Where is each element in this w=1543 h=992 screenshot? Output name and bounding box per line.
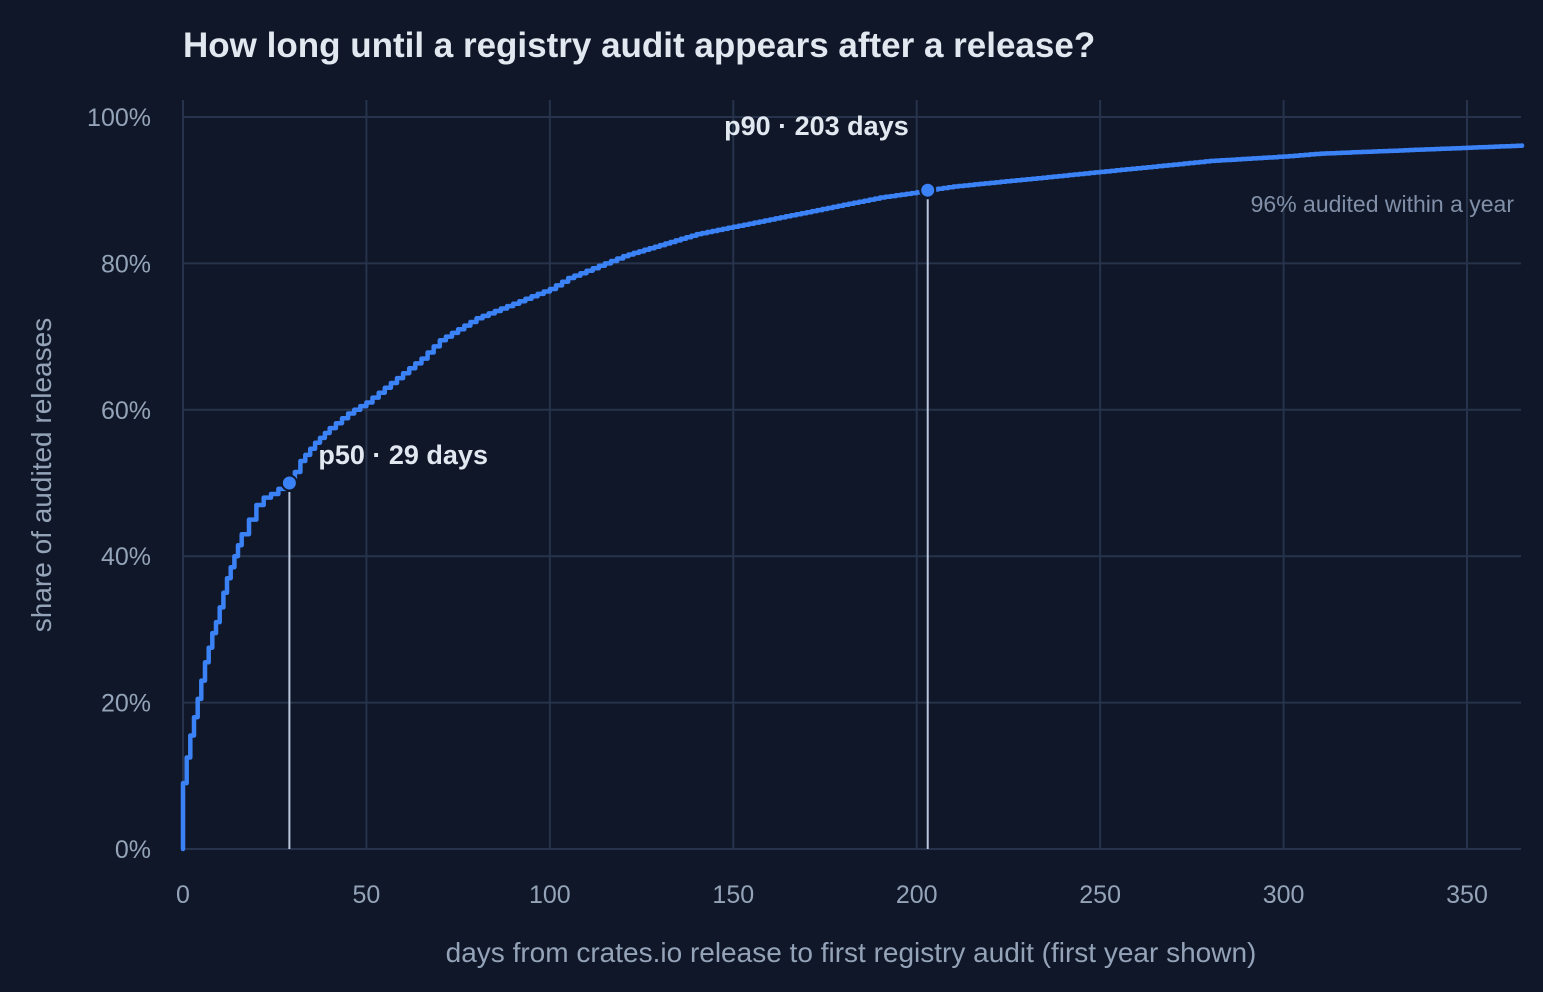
percentile-point [280, 474, 298, 492]
chart-title: How long until a registry audit appears … [183, 26, 1095, 65]
x-tick-label: 300 [1263, 881, 1305, 909]
x-tick-label: 0 [176, 881, 190, 909]
tick-labels: 0 50 100 150 200 250 300 350 0% 20% 40% 60% 80% 100% [87, 104, 1488, 909]
percentile-point [919, 181, 937, 199]
x-tick-label: 100 [529, 881, 571, 909]
y-tick-label: 20% [101, 690, 151, 718]
percentile-annotations: p50 · 29 days p90 · 203 days [280, 111, 937, 492]
x-tick-label: 200 [896, 881, 938, 909]
percentile-label: p90 · 203 days [724, 111, 909, 141]
y-axis-label: share of audited releases [26, 318, 57, 632]
y-tick-label: 100% [87, 104, 151, 132]
percentile-reference-lines [288, 199, 929, 849]
x-tick-label: 350 [1446, 881, 1488, 909]
grid [182, 100, 1521, 850]
ecdf-line [180, 143, 1525, 852]
percentile-label: p50 · 29 days [318, 440, 488, 470]
y-tick-label: 40% [101, 543, 151, 571]
y-tick-label: 0% [115, 836, 151, 864]
y-tick-label: 80% [101, 250, 151, 278]
year-coverage-note: 96% audited within a year [1251, 191, 1515, 217]
series-layer [180, 143, 1525, 852]
x-tick-label: 150 [712, 881, 754, 909]
y-tick-label: 60% [101, 397, 151, 425]
x-tick-label: 250 [1079, 881, 1121, 909]
x-axis-label: days from crates.io release to first reg… [446, 937, 1257, 968]
x-tick-label: 50 [353, 881, 381, 909]
